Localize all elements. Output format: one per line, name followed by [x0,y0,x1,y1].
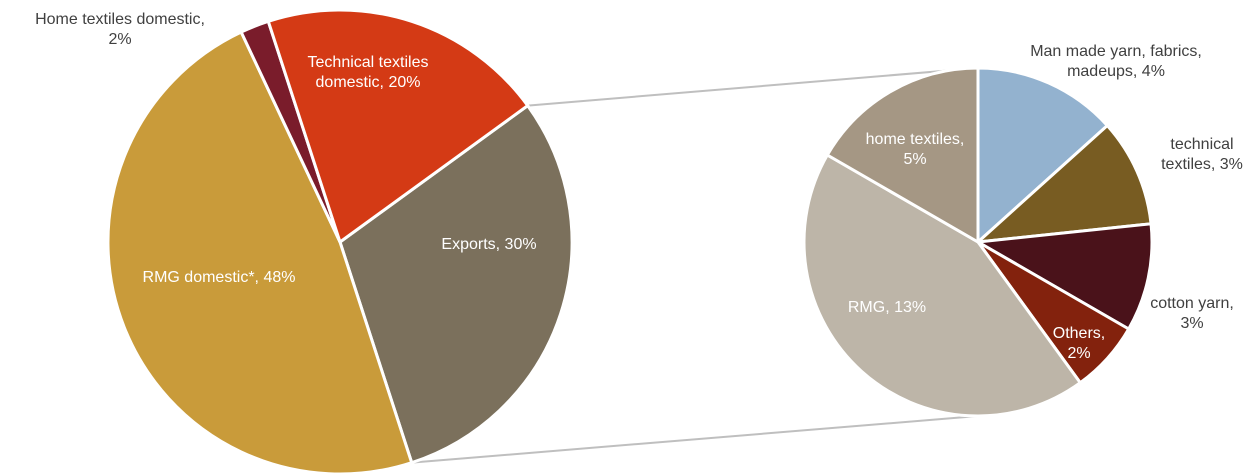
slice-labels: Exports, 30% RMG domestic*, 48% Home texti… [35,11,1243,362]
label-line: 2% [108,31,131,48]
label-line: 3% [1180,315,1203,332]
label-line: technical [1170,136,1233,153]
label-line: madeups, 4% [1067,63,1165,80]
label-man-made-yarn: Man made yarn, fabrics, madeups, 4% [1030,43,1202,80]
slice-home-textiles [825,66,980,244]
label-line: Man made yarn, fabrics, [1030,43,1202,60]
label-home-textiles: home textiles, 5% [866,131,965,168]
label-line: 2% [1067,345,1090,362]
label-others: Others, 2% [1053,325,1105,362]
slice-technical-textiles [976,124,1153,244]
label-line: RMG domestic*, 48% [143,269,296,286]
label-line: Exports, 30% [441,236,536,253]
label-line: Home textiles domestic, [35,11,205,28]
label-line: Others, [1053,325,1105,342]
label-line: textiles, 3% [1161,156,1243,173]
connector-bottom [411,415,979,464]
label-home-textiles-domestic: Home textiles domestic, 2% [35,11,205,48]
label-rmg-domestic: RMG domestic*, 48% [143,269,296,286]
label-line: 5% [903,151,926,168]
slice-technical-textiles-domestic [266,8,530,244]
label-line: home textiles, [866,131,965,148]
label-line: Technical textiles [308,54,429,71]
label-rmg: RMG, 13% [848,299,926,316]
label-line: domestic, 20% [316,74,421,91]
slice-rmg [802,153,1082,418]
label-cotton-yarn: cotton yarn, 3% [1150,295,1234,332]
label-technical-textiles: technical textiles, 3% [1161,136,1243,173]
label-line: RMG, 13% [848,299,926,316]
connector-lines [411,67,979,464]
label-line: cotton yarn, [1150,295,1234,312]
exports-breakdown-pie [802,66,1154,418]
main-pie [106,8,574,473]
label-technical-textiles-domestic: Technical textiles domestic, 20% [308,54,429,91]
slice-exports [338,104,574,465]
connector-top [527,67,979,107]
label-exports: Exports, 30% [441,236,536,253]
slice-cotton-yarn [976,222,1154,331]
slice-rmg-domestic [106,30,414,473]
slice-man-made-yarn [976,66,1109,244]
